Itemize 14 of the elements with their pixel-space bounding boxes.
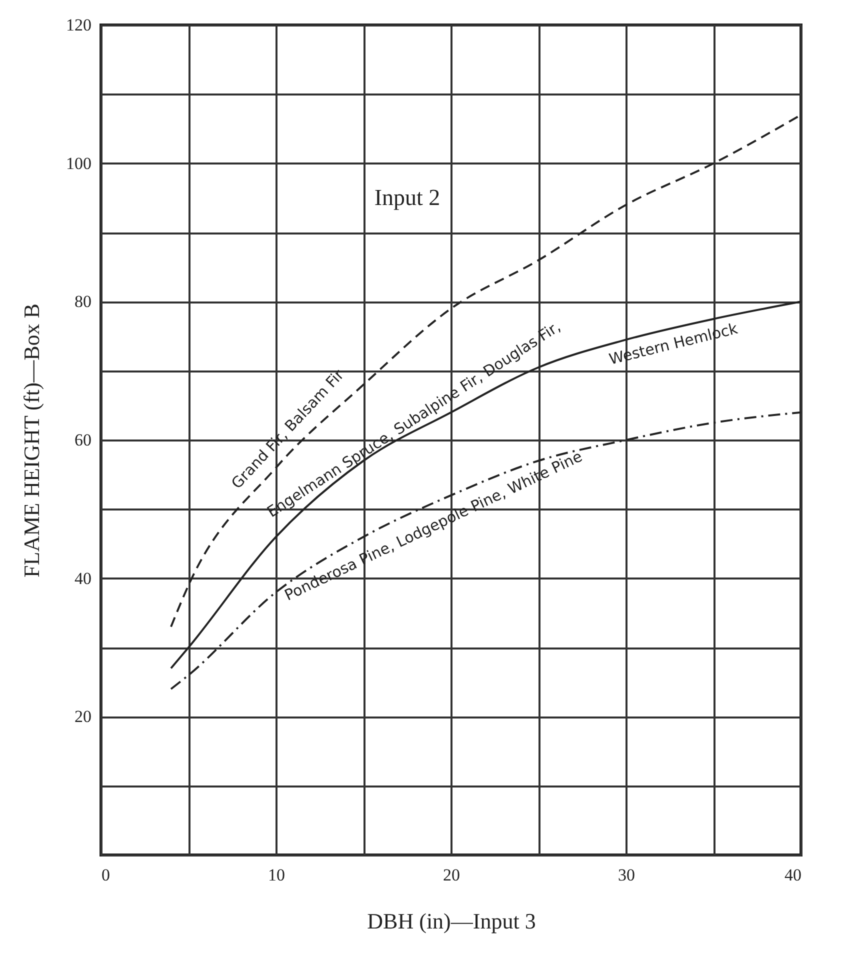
y-axis-title: FLAME HEIGHT (ft)—Box B [19, 304, 44, 578]
x-tick-label: 30 [618, 866, 635, 884]
x-tick-label: 40 [784, 866, 802, 884]
x-tick-label: 10 [268, 866, 285, 884]
y-tick-label: 20 [74, 707, 92, 726]
y-tick-label: 60 [74, 430, 92, 450]
y-tick-label: 80 [74, 292, 92, 312]
x-tick-label: 20 [443, 866, 460, 884]
y-tick-label: 120 [66, 16, 92, 34]
y-tick-label: 100 [66, 154, 92, 173]
x-axis-title: DBH (in)—Input 3 [367, 908, 536, 934]
x-tick-label: 0 [102, 866, 110, 884]
y-tick-label: 40 [74, 568, 92, 588]
annotation: Input 2 [374, 184, 440, 210]
